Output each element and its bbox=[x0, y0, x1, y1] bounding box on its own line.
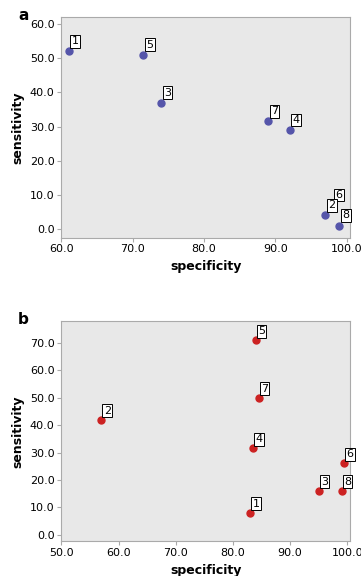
Y-axis label: sensitivity: sensitivity bbox=[11, 91, 24, 164]
Text: 4: 4 bbox=[292, 115, 300, 125]
Point bbox=[247, 508, 253, 517]
Point bbox=[99, 415, 104, 425]
Text: 4: 4 bbox=[255, 434, 262, 444]
X-axis label: specificity: specificity bbox=[170, 564, 242, 576]
Text: 7: 7 bbox=[261, 384, 268, 394]
Point bbox=[256, 393, 262, 403]
Point bbox=[250, 444, 256, 453]
Point bbox=[66, 47, 71, 56]
Text: 8: 8 bbox=[344, 477, 351, 487]
Text: 3: 3 bbox=[164, 88, 171, 97]
Text: 7: 7 bbox=[271, 107, 278, 116]
Text: 5: 5 bbox=[258, 326, 265, 336]
Point bbox=[158, 98, 164, 107]
Text: 3: 3 bbox=[321, 477, 328, 487]
Text: 2: 2 bbox=[104, 406, 111, 416]
Text: 8: 8 bbox=[342, 210, 349, 221]
Point bbox=[265, 117, 271, 126]
Point bbox=[322, 211, 328, 220]
Text: 1: 1 bbox=[71, 36, 78, 46]
Point bbox=[330, 200, 335, 210]
Point bbox=[287, 126, 292, 135]
Text: a: a bbox=[18, 9, 29, 24]
Y-axis label: sensitivity: sensitivity bbox=[11, 395, 24, 468]
Text: 5: 5 bbox=[146, 40, 153, 50]
Text: 6: 6 bbox=[347, 449, 354, 460]
Point bbox=[316, 486, 322, 495]
Text: 1: 1 bbox=[252, 499, 259, 509]
Point bbox=[253, 336, 259, 345]
Point bbox=[342, 459, 347, 468]
Point bbox=[336, 221, 342, 230]
X-axis label: specificity: specificity bbox=[170, 260, 242, 273]
Text: 6: 6 bbox=[335, 190, 342, 200]
Text: 2: 2 bbox=[328, 200, 335, 210]
Text: b: b bbox=[18, 312, 29, 327]
Point bbox=[339, 486, 344, 495]
Point bbox=[140, 50, 146, 59]
